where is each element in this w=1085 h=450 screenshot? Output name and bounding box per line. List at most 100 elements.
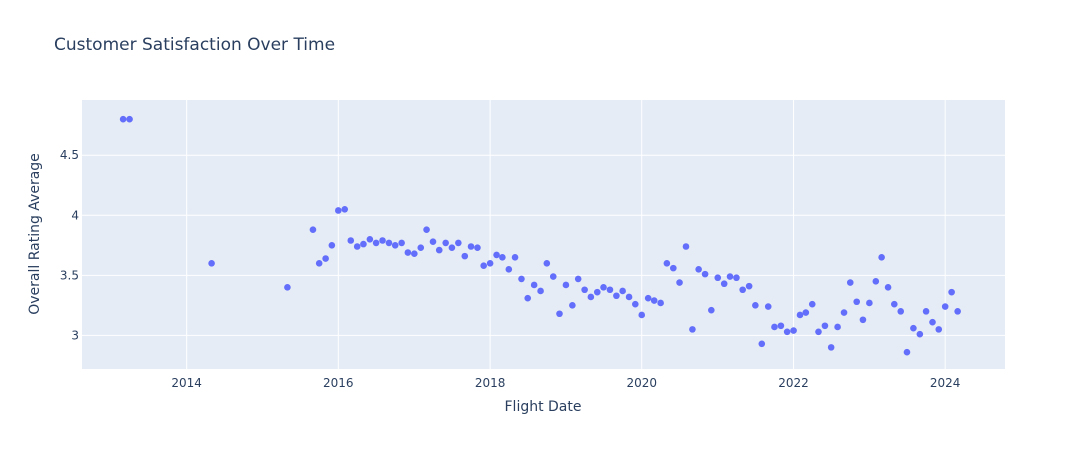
y-tick-label: 4 [71, 208, 79, 222]
data-point [315, 260, 323, 267]
data-point [954, 308, 961, 315]
data-point [366, 236, 374, 243]
data-point [739, 286, 746, 294]
data-point [650, 297, 658, 304]
data-point [429, 238, 437, 246]
data-point [840, 309, 848, 316]
data-point [644, 294, 652, 302]
data-point [802, 309, 810, 316]
data-point [916, 330, 924, 338]
data-point [771, 323, 778, 331]
data-point [119, 115, 127, 123]
data-point [701, 270, 709, 278]
data-point [638, 311, 646, 319]
data-point [404, 249, 412, 256]
x-tick-labels: 2014 2016 2018 2020 2022 2024 [171, 376, 960, 390]
data-point [423, 226, 430, 233]
data-point [360, 240, 367, 248]
data-point [593, 288, 601, 296]
data-point [657, 299, 664, 307]
data-point [733, 274, 740, 282]
y-tick-label: 4.5 [60, 148, 79, 162]
data-point [827, 344, 835, 351]
data-point [834, 323, 841, 331]
data-point [398, 239, 405, 247]
x-tick-label: 2014 [171, 376, 202, 390]
data-point [632, 300, 639, 308]
data-point [391, 242, 399, 249]
x-tick-label: 2020 [626, 376, 657, 390]
data-point [790, 327, 797, 334]
data-point [935, 326, 943, 333]
data-point [372, 239, 380, 247]
data-point [897, 308, 905, 315]
data-point [524, 294, 532, 302]
data-point [764, 303, 772, 310]
data-point [606, 286, 614, 294]
data-point [903, 348, 911, 356]
data-point [467, 243, 475, 250]
data-point [347, 237, 355, 244]
data-point [543, 260, 551, 267]
x-tick-label: 2022 [778, 376, 809, 390]
data-point [385, 239, 393, 247]
data-point [745, 282, 753, 290]
data-point [309, 226, 317, 233]
data-point [537, 287, 544, 295]
data-point [884, 284, 892, 291]
data-point [625, 293, 633, 301]
data-point [720, 280, 728, 288]
data-point [783, 328, 791, 336]
data-point [499, 254, 506, 261]
x-axis-title: Flight Date [505, 399, 582, 415]
data-point [695, 266, 702, 273]
data-point [511, 254, 519, 261]
data-point [948, 288, 955, 296]
data-point [442, 239, 449, 247]
data-point [581, 286, 588, 294]
data-point [821, 322, 829, 330]
data-point [689, 326, 696, 333]
data-point [587, 293, 595, 301]
data-point [562, 281, 570, 289]
data-point [613, 292, 620, 300]
data-point [126, 115, 133, 123]
data-point [777, 322, 785, 330]
data-point [569, 302, 576, 309]
data-point [910, 324, 917, 332]
x-tick-label: 2016 [323, 376, 354, 390]
data-point [872, 278, 880, 285]
data-point [853, 298, 861, 306]
data-point [505, 266, 513, 273]
x-tick-label: 2018 [475, 376, 506, 390]
data-point [353, 243, 361, 250]
data-point [808, 300, 816, 308]
data-point [752, 302, 759, 309]
data-point [328, 242, 336, 249]
data-point [411, 250, 418, 258]
data-point [284, 284, 291, 291]
data-point [878, 254, 885, 261]
data-point [714, 274, 722, 282]
data-point [461, 252, 469, 260]
data-point [208, 260, 215, 267]
data-point [341, 205, 349, 213]
data-point [455, 239, 462, 247]
data-point [530, 281, 538, 289]
data-point [866, 299, 873, 307]
data-point [480, 262, 487, 270]
x-tick-label: 2024 [930, 376, 961, 390]
data-point [518, 275, 525, 283]
data-point [676, 279, 683, 286]
data-point [549, 273, 557, 280]
data-point [815, 328, 822, 336]
y-gridlines [82, 154, 1005, 336]
data-point [486, 260, 494, 267]
data-point [448, 244, 456, 252]
data-point [663, 260, 671, 267]
data-point [922, 308, 930, 315]
data-point [726, 273, 734, 280]
data-point [556, 310, 563, 318]
